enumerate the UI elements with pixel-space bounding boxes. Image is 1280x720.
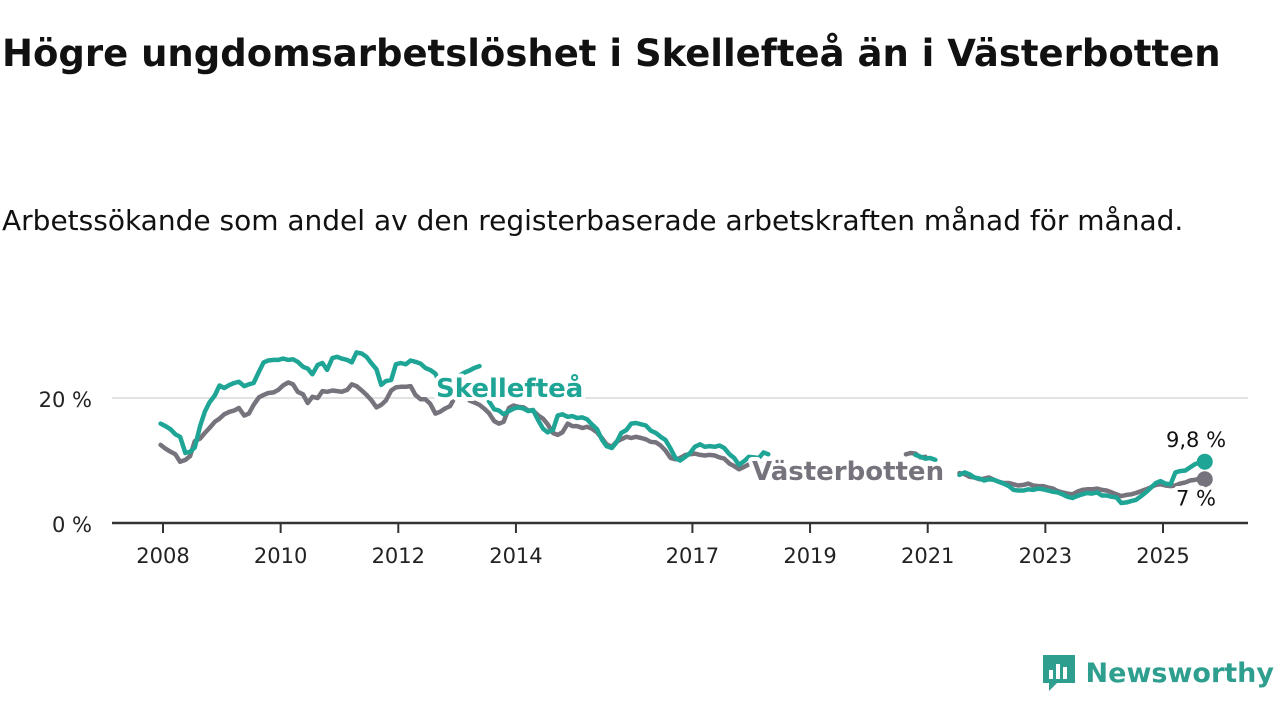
newsworthy-logo-icon: [1042, 655, 1075, 691]
x-tick-label: 2023: [1019, 544, 1072, 568]
label-skelleftea-halo: Skellefteå: [436, 372, 583, 404]
label-vasterbotten-halo: Västerbotten: [752, 457, 944, 487]
x-tick-label: 2010: [254, 544, 307, 568]
label-skelleftea: Skellefteå: [436, 372, 583, 404]
y-tick-label: 20 %: [39, 388, 92, 412]
series-line-skelleftea: [913, 452, 938, 463]
series-line-vasterbotten: [158, 380, 458, 465]
x-tick-label: 2008: [136, 544, 189, 568]
y-tick-label: 0 %: [52, 513, 92, 537]
chart-title: Högre ungdomsarbetslöshet i Skellefteå ä…: [2, 32, 1221, 75]
x-tick-label: 2025: [1136, 544, 1189, 568]
series-line-skelleftea: [957, 459, 1208, 506]
series-line-skelleftea: [158, 350, 482, 456]
newsworthy-brand: Newsworthy: [1041, 650, 1274, 696]
x-tick-label: 2014: [489, 544, 542, 568]
x-tick-label: 2021: [901, 544, 954, 568]
chart-subtitle: Arbetssökande som andel av den registerb…: [2, 204, 1184, 237]
x-tick-label: 2012: [372, 544, 425, 568]
x-tick-label: 2017: [666, 544, 719, 568]
end-label-vasterbotten-halo: 7 %: [1176, 486, 1216, 510]
end-point-vasterbotten: [1196, 471, 1213, 488]
end-label-vasterbotten: 7 %: [1176, 486, 1216, 510]
end-label-skelleftea: 9,8 %: [1166, 428, 1226, 452]
series-line-skelleftea: [486, 398, 771, 468]
brand-name: Newsworthy: [1085, 657, 1274, 689]
label-vasterbotten: Västerbotten: [752, 457, 944, 487]
x-tick-label: 2019: [783, 544, 836, 568]
end-label-skelleftea-halo: 9,8 %: [1166, 428, 1226, 452]
end-point-skelleftea: [1196, 453, 1213, 470]
